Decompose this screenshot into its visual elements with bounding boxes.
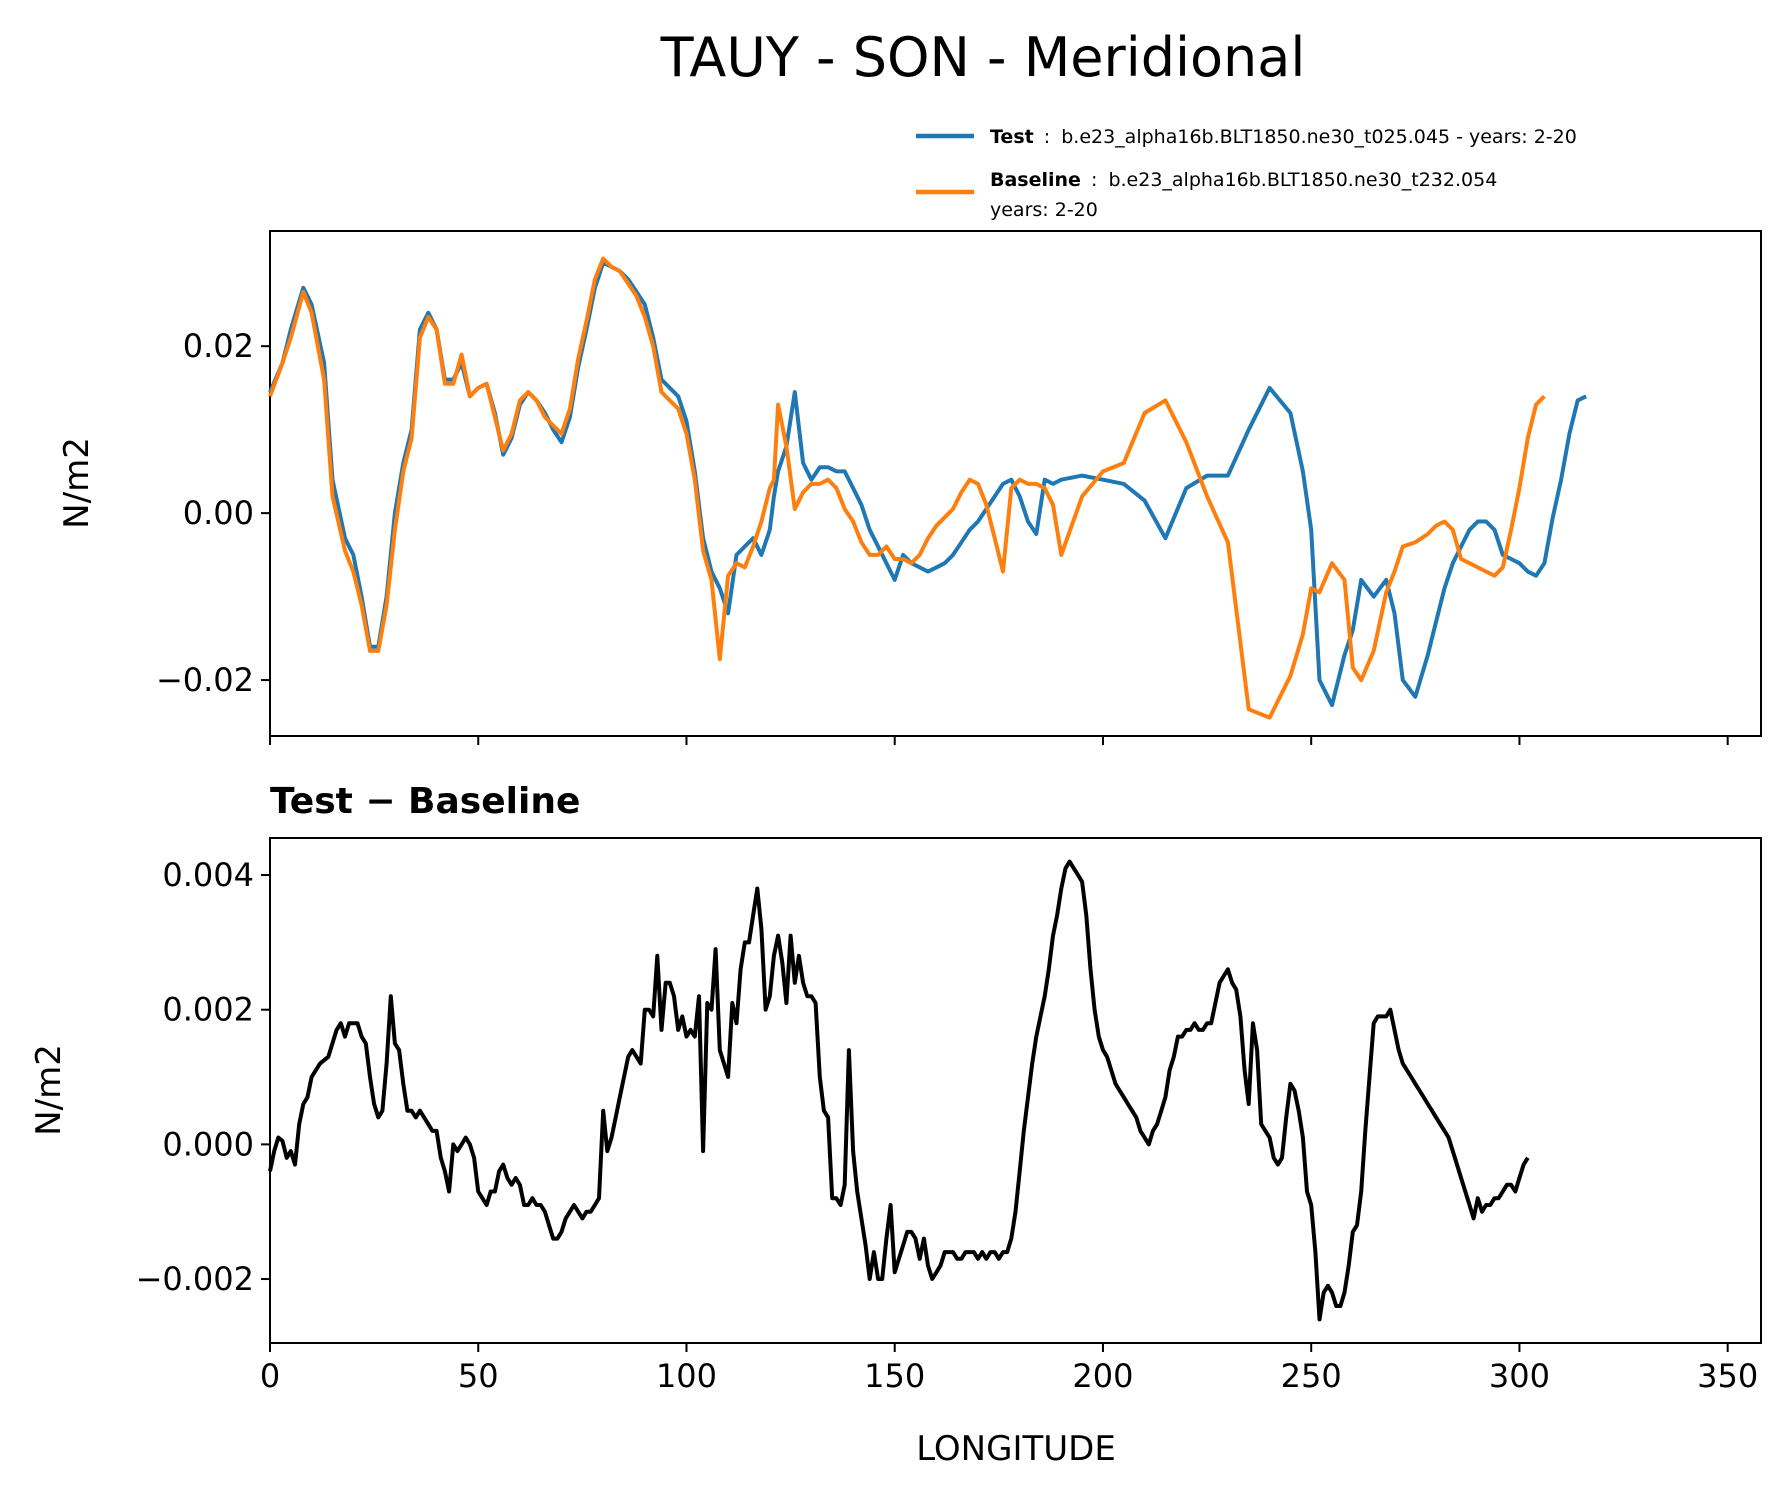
- top-plot-area: [269, 230, 1762, 737]
- x-tick-label: 250: [1281, 1357, 1342, 1395]
- bottom-subtitle: Test − Baseline: [270, 781, 580, 822]
- legend-baseline-name: Baseline: [990, 169, 1081, 191]
- y-tick-label: −0.002: [136, 1260, 254, 1298]
- x-tick-label: 300: [1489, 1357, 1550, 1395]
- x-tick-label: 200: [1072, 1357, 1133, 1395]
- legend-baseline-desc: b.e23_alpha16b.BLT1850.ne30_t232.054: [1108, 169, 1497, 191]
- x-tick-label: 100: [656, 1357, 717, 1395]
- legend-test-name: Test: [990, 126, 1034, 148]
- x-axis-label: LONGITUDE: [916, 1429, 1116, 1469]
- y-tick-label: 0.004: [162, 856, 254, 894]
- y-tick-label: −0.02: [156, 661, 254, 699]
- legend-test-sep: :: [1044, 126, 1050, 148]
- y-tick-label: 0.000: [162, 1125, 254, 1163]
- legend-test-desc: b.e23_alpha16b.BLT1850.ne30_t025.045 - y…: [1061, 126, 1577, 148]
- series-line-baseline: [268, 256, 1546, 720]
- legend-baseline-desc2: years: 2-20: [990, 199, 1098, 221]
- bottom-plot-area: [269, 837, 1762, 1344]
- series-line-test: [268, 260, 1587, 708]
- top-panel: −0.02 0.00 0.02 N/m2: [57, 230, 1762, 745]
- y-tick-label: 0.00: [183, 494, 254, 532]
- x-tick-label: 50: [458, 1357, 499, 1395]
- x-tick-label: 0: [260, 1357, 280, 1395]
- legend-test-text: Test : b.e23_alpha16b.BLT1850.ne30_t025.…: [990, 126, 1577, 148]
- top-ylabel: N/m2: [57, 437, 97, 529]
- y-tick-label: 0.02: [183, 327, 254, 365]
- bottom-ylabel: N/m2: [29, 1044, 69, 1136]
- chart-title: TAUY - SON - Meridional: [660, 26, 1306, 89]
- legend-baseline-sep: :: [1091, 169, 1097, 191]
- x-tick-label: 350: [1697, 1357, 1758, 1395]
- x-tick-label: 150: [864, 1357, 925, 1395]
- y-tick-label: 0.002: [162, 991, 254, 1029]
- legend-baseline-text: Baseline : b.e23_alpha16b.BLT1850.ne30_t…: [990, 169, 1497, 191]
- bottom-panel: −0.002 0.000 0.002 0.004 0 50 100 150 200 250 300…: [29, 837, 1762, 1395]
- series-line-test-baseline: [268, 859, 1530, 1322]
- legend: Test : b.e23_alpha16b.BLT1850.ne30_t025.…: [916, 126, 1577, 221]
